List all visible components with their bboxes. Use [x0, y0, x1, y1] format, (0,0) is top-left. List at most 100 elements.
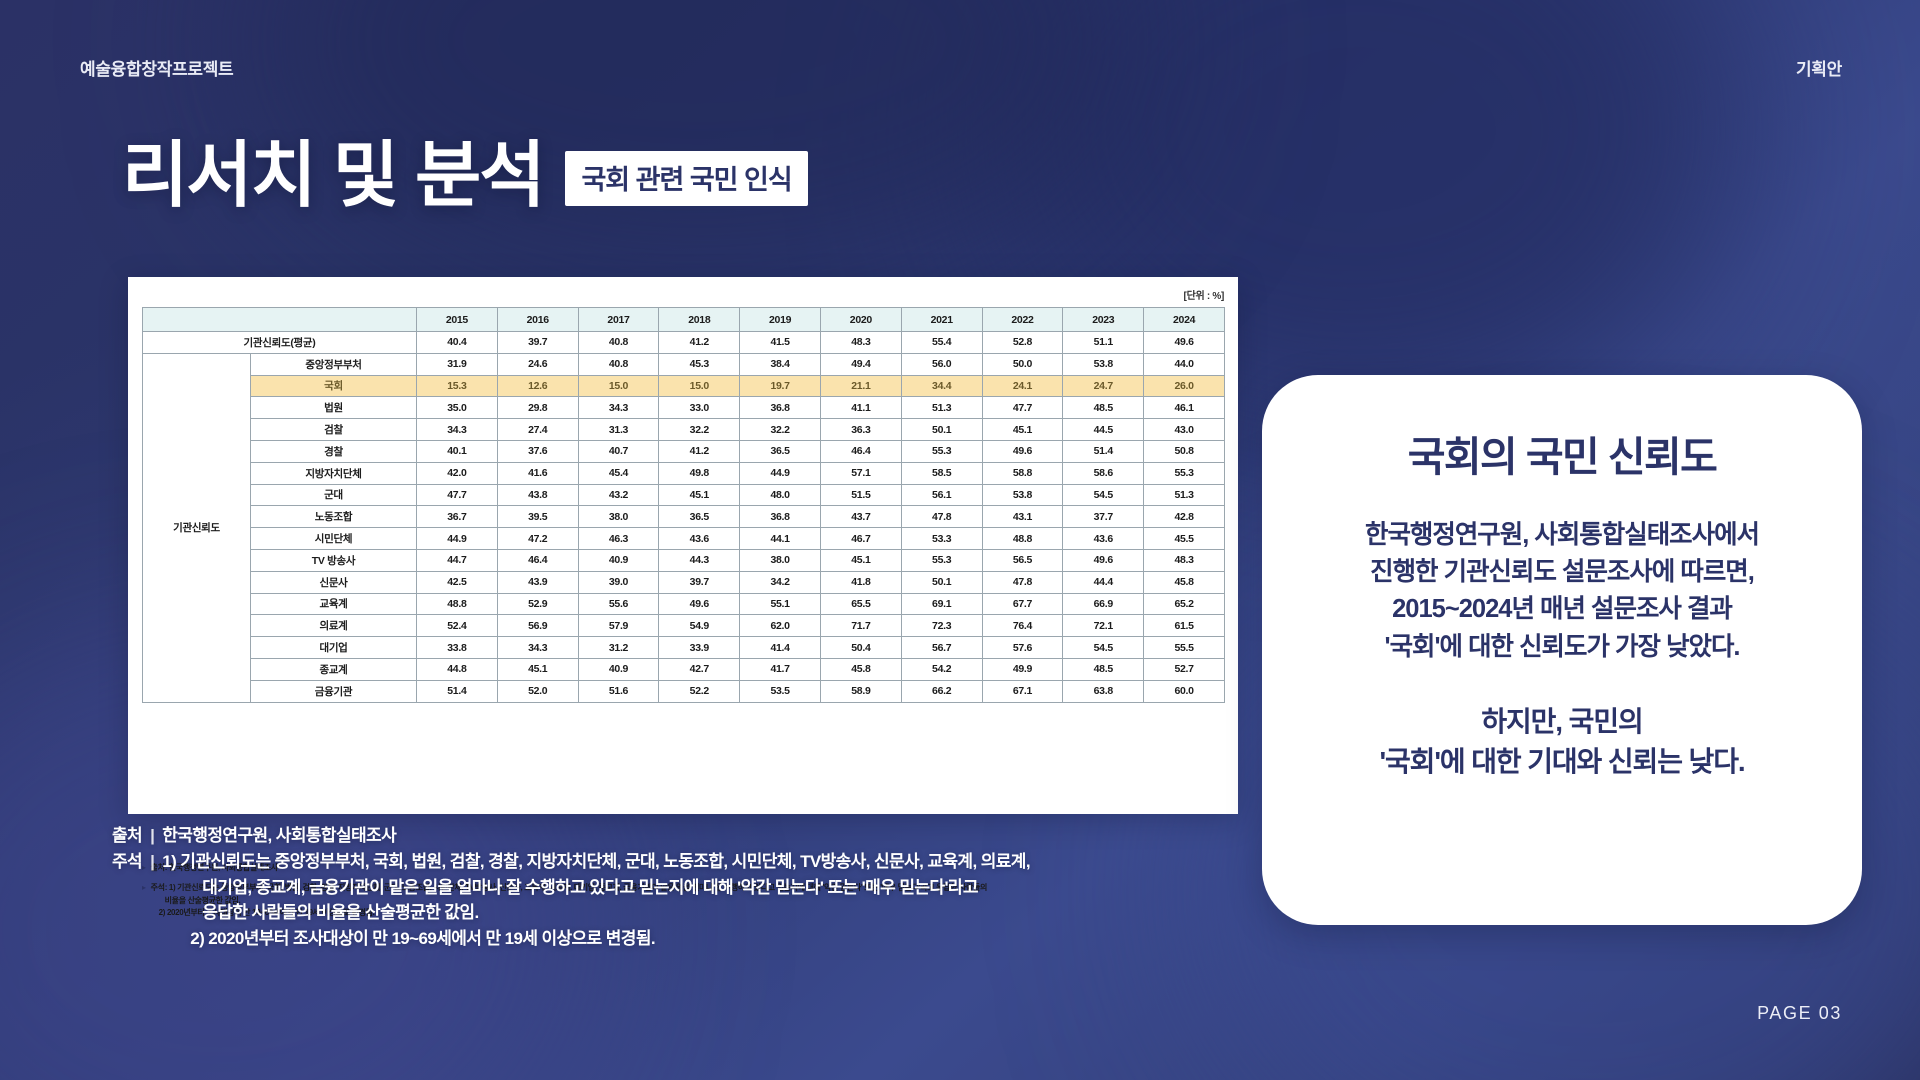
table-cell-2018: 33.9: [658, 636, 741, 659]
table-cell-2019: 41.7: [739, 657, 821, 681]
table-cell-2016: 56.9: [496, 614, 579, 638]
table-card-notes: ▸ 출처: 한국행정연구원, 사회통합실태조사 ▸ 주석: 1) 기관신뢰도는 …: [142, 862, 1212, 928]
table-cell-2017: 40.9: [577, 657, 660, 681]
page-title: 리서치 및 분석: [122, 136, 545, 216]
table-col-header-2021: 2021: [900, 307, 983, 332]
table-cell-2022: 50.0: [981, 352, 1064, 376]
table-row-label: TV 방송사: [250, 548, 417, 572]
table-col-header-2015: 2015: [416, 307, 498, 332]
table-row: 의료계 52.4 56.9 57.9 54.9 62.0 71.7 72.3 76.4 72.1 6…: [143, 614, 1225, 638]
table-cell-2015: 15.3: [416, 374, 498, 398]
table-cell-2024: 45.8: [1143, 570, 1225, 594]
table-cell-2015: 33.8: [416, 636, 498, 659]
table-cell-2022: 49.6: [981, 439, 1064, 463]
table-cell-2017: 31.3: [577, 418, 660, 441]
table-cell-2019: 36.8: [739, 396, 821, 420]
table-cell-2020: 49.4: [819, 352, 902, 376]
table-row: 법원 35.0 29.8 34.3 33.0 36.8 41.1 51.3 47.7 48.5 46…: [143, 396, 1225, 420]
table-cell-2015: 44.9: [416, 527, 498, 550]
table-cell-2018: 43.6: [658, 527, 741, 550]
table-cell-2018: 41.2: [658, 439, 741, 463]
table-cell-2023: 72.1: [1062, 614, 1145, 638]
table-cell-2020: 51.5: [819, 483, 902, 507]
footnote-note1-line1: 1) 기관신뢰도는 중앙정부부처, 국회, 법원, 검찰, 경찰, 지방자치단체…: [162, 851, 1030, 871]
table-row-label-average: 기관신뢰도(평균): [142, 331, 417, 354]
table-cell-2024: 43.0: [1143, 418, 1225, 441]
table-cell-2024: 48.3: [1143, 548, 1225, 572]
table-cell-2022: 24.1: [981, 374, 1064, 398]
table-cell-average-2020: 48.3: [819, 331, 902, 354]
footnote-divider-1: |: [150, 826, 155, 845]
table-cell-2020: 21.1: [819, 374, 902, 398]
table-cell-2023: 58.6: [1062, 461, 1145, 485]
table-cell-2019: 62.0: [739, 614, 821, 638]
table-cell-2020: 45.8: [819, 657, 902, 681]
table-cell-2017: 57.9: [577, 614, 660, 638]
table-cell-2015: 44.7: [416, 548, 498, 572]
table-col-header-2018: 2018: [658, 307, 741, 332]
table-cell-2021: 56.1: [900, 483, 983, 507]
table-cell-2019: 41.4: [739, 636, 821, 659]
table-cell-2023: 43.6: [1062, 527, 1145, 550]
table-cell-average-2019: 41.5: [739, 331, 821, 354]
table-cell-2020: 46.4: [819, 439, 902, 463]
table-row-average: 기관신뢰도(평균) 40.4 39.7 40.8 41.2 41.5 48.3 55.4 52.…: [142, 331, 1225, 354]
table-cell-2015: 51.4: [416, 679, 498, 703]
table-body: 기관신뢰도(평균) 40.4 39.7 40.8 41.2 41.5 48.3 55.4 52.…: [142, 331, 1225, 703]
table-corner-cell: [142, 307, 417, 332]
footnote-source-key: 출처: [112, 826, 143, 845]
table-cell-2019: 36.8: [739, 505, 821, 529]
table-cell-2024: 61.5: [1143, 614, 1225, 638]
table-cell-2021: 55.3: [900, 548, 983, 572]
table-cell-2023: 44.5: [1062, 418, 1145, 441]
table-cell-2018: 44.3: [658, 548, 741, 572]
insight-body-line-1: 한국행정연구원, 사회통합실태조사에서: [1365, 521, 1760, 549]
table-cell-2020: 65.5: [819, 592, 902, 616]
table-cell-average-2017: 40.8: [577, 331, 660, 354]
insight-panel-emphasis: 하지만, 국민의 '국회'에 대한 기대와 신뢰는 낮다.: [1379, 702, 1745, 782]
table-cell-2015: 48.8: [416, 592, 498, 616]
table-cell-average-2021: 55.4: [900, 331, 983, 354]
table-cell-2017: 40.8: [577, 352, 660, 376]
table-cell-2015: 47.7: [416, 483, 498, 507]
table-cell-2022: 49.9: [981, 657, 1064, 681]
table-cell-2017: 38.0: [577, 505, 660, 529]
table-head: 2015 2016 2017 2018 2019 2020 2021 2022 …: [142, 307, 1225, 332]
table-cell-2021: 58.5: [900, 461, 983, 485]
table-cell-2021: 53.3: [900, 527, 983, 550]
table-cell-2020: 50.4: [819, 636, 902, 659]
table-cell-2017: 46.3: [577, 527, 660, 550]
table-cell-2021: 54.2: [900, 657, 983, 681]
table-cell-2019: 38.0: [739, 548, 821, 572]
table-unit-label: [단위 : %]: [1183, 291, 1225, 302]
card-note-remarks: ▸ 주석: 1) 기관신뢰도는 중앙정부부처, 국회, 법원, 검찰, 경찰, …: [142, 882, 1212, 919]
table-row-label: 국회: [250, 374, 417, 398]
table-cell-2015: 35.0: [416, 396, 498, 420]
table-cell-2018: 32.2: [658, 418, 741, 441]
table-cell-2017: 15.0: [577, 374, 660, 398]
table-cell-2023: 66.9: [1062, 592, 1145, 616]
table-cell-2015: 42.0: [416, 461, 498, 485]
table-cell-2023: 54.5: [1062, 636, 1145, 659]
table-row-label: 노동조합: [250, 505, 417, 529]
table-cell-2023: 63.8: [1062, 679, 1145, 703]
table-row: 신문사 42.5 43.9 39.0 39.7 34.2 41.8 50.1 47.8 44.4 4…: [143, 570, 1225, 594]
table-cell-2015: 44.8: [416, 657, 498, 681]
table-cell-2019: 44.1: [739, 527, 821, 550]
table-cell-2021: 50.1: [900, 570, 983, 594]
table-col-header-2022: 2022: [981, 307, 1064, 332]
table-col-header-2017: 2017: [577, 307, 660, 332]
table-cell-2021: 56.7: [900, 636, 983, 659]
table-cell-2015: 31.9: [416, 352, 498, 376]
table-cell-2019: 55.1: [739, 592, 821, 616]
footnote-source-line: 출처 | 한국행정연구원, 사회통합실태조사: [112, 823, 1030, 849]
table-cell-2021: 51.3: [900, 396, 983, 420]
table-cell-2020: 58.9: [819, 679, 902, 703]
table-cell-2016: 39.5: [496, 505, 579, 529]
bullet-icon: ▸: [142, 863, 146, 872]
table-col-header-2024: 2024: [1143, 307, 1225, 332]
table-row-label: 중앙정부부처: [250, 352, 417, 376]
table-cell-2022: 56.5: [981, 548, 1064, 572]
footnote-note-body: 1) 기관신뢰도는 중앙정부부처, 국회, 법원, 검찰, 경찰, 지방자치단체…: [162, 849, 1030, 952]
table-cell-2024: 65.2: [1143, 592, 1225, 616]
